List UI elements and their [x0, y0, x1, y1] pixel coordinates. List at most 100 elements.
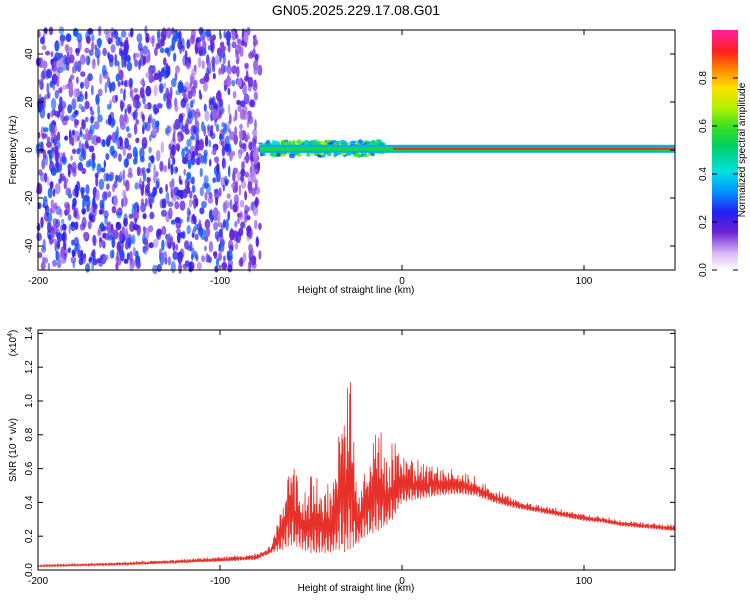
heatmap-cell — [234, 220, 238, 228]
heatmap-cell — [77, 39, 82, 51]
heatmap-cell — [119, 230, 123, 242]
heatmap-cell — [129, 82, 133, 90]
heatmap-cell — [82, 198, 85, 211]
heatmap-cell — [182, 188, 188, 199]
heatmap-cell — [37, 252, 43, 259]
spectrogram-x-tick-label: -100 — [210, 276, 230, 287]
heatmap-cell — [56, 259, 62, 269]
heatmap-cell — [106, 103, 111, 110]
heatmap-cell — [80, 81, 84, 89]
heatmap-cell — [136, 33, 143, 43]
heatmap-cell — [201, 121, 205, 132]
heatmap-cell — [95, 175, 99, 187]
heatmap-cell — [194, 233, 199, 241]
heatmap-cell — [215, 196, 219, 206]
snr-x-tick-label: 100 — [576, 576, 593, 587]
heatmap-cell — [101, 139, 106, 148]
heatmap-cell — [103, 210, 109, 219]
heatmap-cell — [244, 62, 249, 69]
heatmap-cell — [163, 82, 167, 89]
heatmap-cell — [189, 241, 193, 252]
snr-x-tick-label: -200 — [28, 576, 48, 587]
heatmap-cell — [189, 190, 193, 199]
heatmap-cell — [212, 72, 216, 80]
heatmap-cell — [79, 131, 83, 138]
heatmap-cell — [249, 98, 255, 107]
heatmap-cell — [177, 81, 182, 92]
heatmap-cell — [98, 209, 103, 215]
heatmap-cell — [62, 62, 67, 71]
heatmap-cell — [90, 251, 95, 262]
heatmap-cell — [172, 241, 176, 251]
heatmap-cell — [115, 36, 121, 47]
heatmap-cell — [50, 147, 54, 153]
heatmap-cell — [118, 250, 125, 257]
heatmap-cell — [239, 100, 246, 108]
heatmap-cell — [111, 31, 114, 43]
heatmap-cell — [132, 246, 136, 257]
heatmap-cell — [234, 126, 238, 137]
heatmap-cell — [254, 134, 258, 145]
heatmap-cell — [70, 133, 75, 146]
heatmap-cell — [306, 152, 311, 157]
heatmap-cell — [126, 126, 130, 133]
heatmap-cell — [198, 138, 205, 151]
heatmap-cell — [243, 31, 249, 43]
heatmap-cell — [84, 91, 88, 100]
heatmap-cell — [276, 154, 281, 157]
heatmap-cell — [91, 58, 96, 70]
heatmap-cell — [222, 157, 225, 170]
heatmap-cell — [124, 227, 129, 239]
heatmap-cell — [209, 129, 213, 137]
heatmap-cell — [214, 54, 220, 65]
heatmap-cell — [142, 94, 146, 105]
heatmap-cell — [249, 257, 252, 268]
heatmap-cell — [159, 160, 164, 172]
heatmap-cell — [108, 114, 112, 126]
heatmap-cell — [65, 62, 70, 71]
snr-y-axis-label: SNR (10 * v/v) — [8, 418, 19, 482]
heatmap-cell — [135, 137, 140, 144]
heatmap-cell — [205, 227, 211, 238]
heatmap-cell — [68, 224, 71, 235]
spectrogram-y-tick-label: 40 — [24, 48, 35, 60]
heatmap-cell — [255, 197, 260, 206]
heatmap-cell — [173, 52, 177, 62]
heatmap-cell — [54, 110, 61, 118]
heatmap-cell — [54, 52, 61, 62]
heatmap-cell — [139, 79, 144, 85]
heatmap-cell — [163, 92, 167, 102]
heatmap-cell — [90, 110, 95, 116]
heatmap-cell — [103, 160, 107, 169]
heatmap-cell — [321, 142, 328, 146]
heatmap-cell — [175, 243, 179, 251]
heatmap-cell — [41, 60, 48, 69]
heatmap-cell — [191, 232, 195, 238]
heatmap-cell — [190, 135, 196, 141]
heatmap-cell — [50, 123, 55, 136]
heatmap-cell — [73, 88, 79, 98]
heatmap-cell — [153, 164, 157, 176]
heatmap-cell — [172, 35, 177, 41]
heatmap-cell — [186, 172, 192, 180]
heatmap-cell — [236, 65, 240, 78]
heatmap-cell — [138, 59, 141, 70]
heatmap-cell — [231, 65, 238, 75]
heatmap-cell — [228, 113, 232, 125]
heatmap-cell — [43, 96, 46, 103]
heatmap-cell — [213, 188, 218, 194]
heatmap-cell — [231, 41, 237, 49]
heatmap-cell — [252, 81, 258, 92]
heatmap-cell — [248, 250, 253, 261]
heatmap-cell — [159, 187, 163, 194]
heatmap-cell — [182, 96, 189, 104]
heatmap-cell — [130, 31, 133, 38]
heatmap-cell — [75, 48, 80, 57]
heatmap-cell — [59, 157, 63, 168]
heatmap-cell — [167, 256, 172, 266]
heatmap-cell — [147, 116, 152, 124]
heatmap-cell — [175, 143, 181, 152]
heatmap-cell — [48, 26, 54, 36]
heatmap-cell — [334, 152, 339, 156]
heatmap-cell — [47, 262, 51, 271]
